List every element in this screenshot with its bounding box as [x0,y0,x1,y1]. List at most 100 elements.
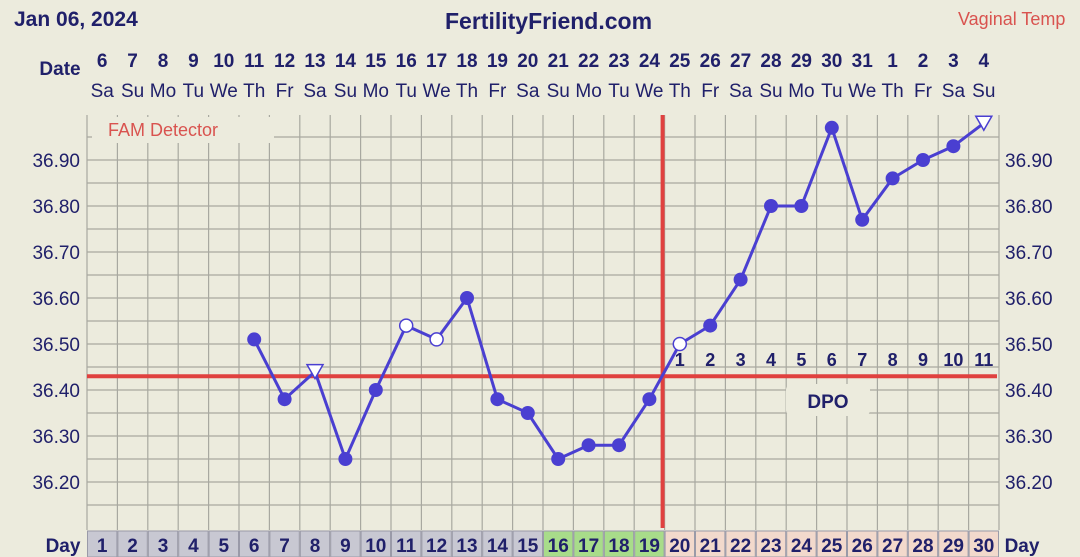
temperature-point[interactable] [855,212,870,227]
day-cell [725,530,756,557]
day-number: 10 [365,536,386,557]
weekday-label: Sa [303,81,327,102]
date-label: 31 [852,51,874,72]
date-label: 25 [669,51,691,72]
y-tick-label-right: 36.80 [1005,197,1053,218]
date-label: 10 [213,51,234,72]
day-number: 7 [279,536,290,557]
day-cell [330,530,361,557]
day-number: 9 [340,536,351,557]
temperature-point[interactable] [247,332,262,347]
temperature-point-open[interactable] [398,318,414,333]
temperature-point[interactable] [885,171,900,186]
y-tick-label-right: 36.20 [1005,473,1053,494]
temperature-point[interactable] [733,272,748,287]
day-cell [968,530,999,557]
day-cell [147,530,179,557]
y-tick-label-right: 36.30 [1005,427,1053,448]
day-cell [786,530,817,557]
temperature-point[interactable] [703,318,718,333]
day-cell [87,530,118,557]
date-label: 4 [979,51,990,72]
temperature-point[interactable] [612,438,626,453]
weekday-label: We [635,81,663,102]
day-cell [269,530,300,557]
day-cell [847,530,878,557]
y-tick-label-left: 36.50 [32,335,80,356]
y-tick-label-right: 36.70 [1005,243,1053,264]
weekday-label: Th [669,81,691,102]
date-label: 7 [127,51,138,72]
dpo-number: 7 [857,350,867,370]
date-label: 15 [365,51,387,72]
day-row-label-right: Day [1005,536,1040,557]
dpo-number: 6 [827,350,837,370]
temperature-point[interactable] [551,452,566,466]
weekday-label: We [210,81,238,102]
day-cell [482,530,513,557]
temperature-point-open[interactable] [429,332,444,347]
date-label: 9 [188,51,199,72]
day-cell [391,530,422,557]
y-tick-label-right: 36.60 [1005,289,1053,310]
date-label: 3 [948,51,959,72]
temperature-point[interactable] [824,120,839,135]
temperature-point[interactable] [490,392,505,407]
temperature-point-open[interactable] [672,336,688,352]
y-tick-label-left: 36.30 [32,427,80,448]
day-cell [543,530,574,557]
dpo-number: 10 [943,350,963,370]
fam-detector-bg [92,117,274,143]
day-cell [208,530,240,557]
day-number: 22 [730,536,751,557]
day-cell [877,530,908,557]
date-label: 23 [608,51,629,72]
date-label: 21 [548,51,570,72]
date-label: 1 [887,51,898,72]
day-cell [664,530,695,557]
temperature-point[interactable] [520,406,535,420]
temperature-point[interactable] [368,383,383,397]
day-number: 23 [760,536,781,557]
date-label: 16 [396,51,417,72]
temperature-point-triangle[interactable] [974,115,994,132]
site-title[interactable]: FertilityFriend.com [445,8,653,34]
temp-type-label: Vaginal Temp [958,9,1066,29]
temperature-point[interactable] [794,199,809,213]
temperature-point[interactable] [460,291,474,305]
date-label: 27 [730,51,751,72]
temperature-point[interactable] [916,153,930,167]
day-cell [117,530,148,557]
date-label: 30 [821,51,842,72]
weekday-label: Tu [608,81,629,102]
date-label: 26 [700,51,721,72]
temperature-point[interactable] [581,438,596,453]
weekday-label: Fr [488,81,507,102]
dpo-number: 5 [796,350,806,370]
day-number: 25 [821,536,843,557]
temperature-point[interactable] [642,392,657,407]
weekday-label: Su [972,81,995,102]
temperature-point-triangle[interactable] [305,363,325,381]
temperature-point[interactable] [277,392,292,407]
temperature-point[interactable] [338,452,353,466]
day-cell [512,530,543,557]
weekday-label: Su [759,81,782,102]
temperature-point[interactable] [764,199,778,213]
weekday-label: Tu [183,81,204,102]
date-label: 28 [760,51,781,72]
date-label: 18 [456,51,477,72]
temperature-point[interactable] [946,139,961,154]
date-label: 17 [426,51,447,72]
date-label: 29 [791,51,812,72]
weekday-label: Mo [788,81,814,102]
weekday-label: Tu [395,81,416,102]
weekday-label: We [848,81,876,102]
y-tick-label-left: 36.20 [32,473,80,494]
day-number: 14 [487,536,509,557]
weekday-label: Th [243,81,265,102]
day-number: 16 [548,536,569,557]
dpo-number: 8 [888,350,898,370]
day-number: 18 [608,536,629,557]
